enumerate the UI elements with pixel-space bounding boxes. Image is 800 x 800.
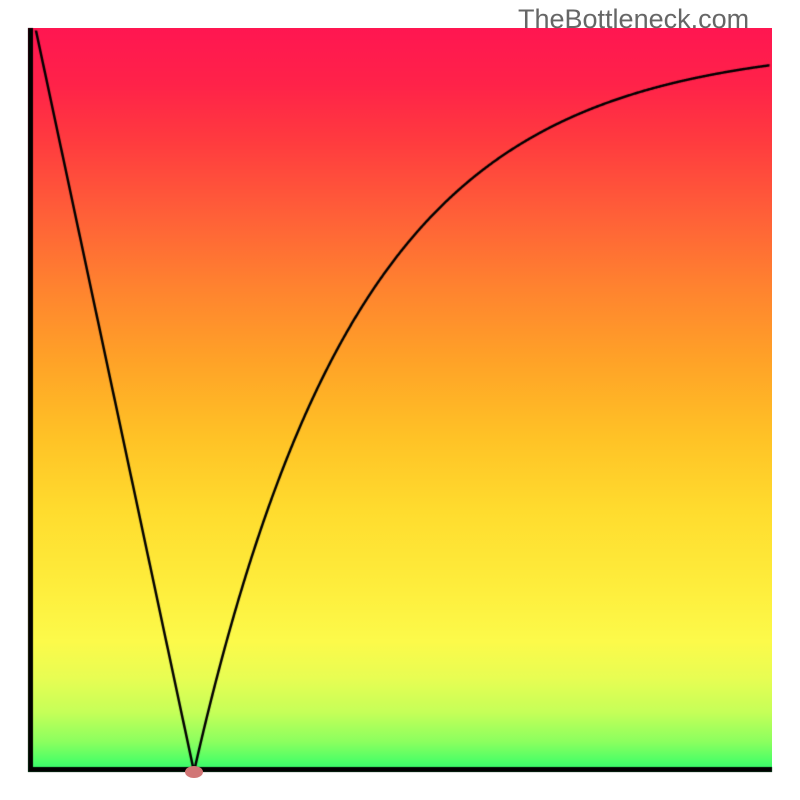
bottleneck-marker — [185, 766, 203, 778]
chart-root: TheBottleneck.com — [0, 0, 800, 800]
axes — [0, 0, 800, 800]
attribution-label: TheBottleneck.com — [518, 4, 749, 35]
